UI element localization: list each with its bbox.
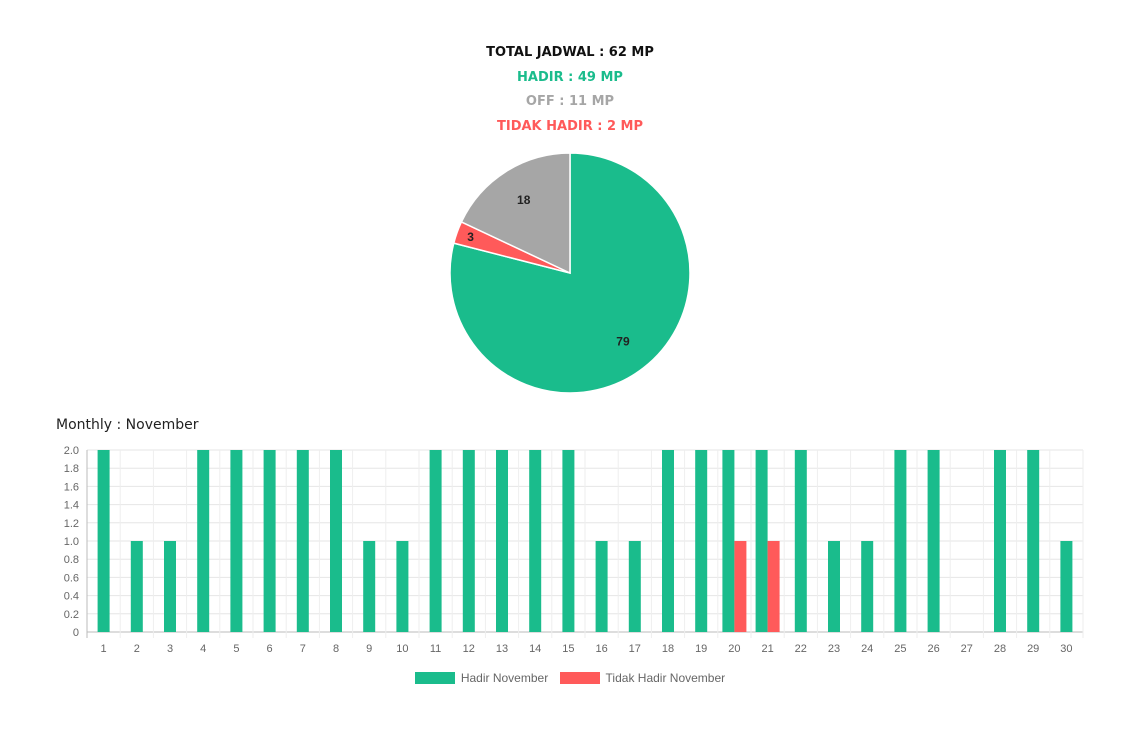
bar-hadir-16[interactable] [595, 541, 608, 632]
x-tick-label: 21 [761, 643, 773, 655]
x-tick-label: 27 [961, 643, 973, 655]
x-tick-label: 30 [1060, 643, 1072, 655]
monthly-chart-title: Monthly : November [56, 417, 199, 433]
x-tick-label: 16 [595, 643, 607, 655]
bar-hadir-25[interactable] [894, 450, 907, 632]
y-tick-label: 1.4 [64, 500, 79, 512]
bar-hadir-11[interactable] [429, 450, 442, 632]
y-tick-label: 1.0 [64, 536, 79, 548]
y-tick-label: 1.6 [64, 481, 79, 493]
legend-swatch-hadir [414, 672, 455, 685]
bar-hadir-3[interactable] [164, 541, 176, 632]
x-tick-label: 10 [396, 643, 408, 655]
x-tick-label: 5 [233, 643, 239, 655]
bar-hadir-12[interactable] [462, 450, 475, 632]
y-tick-label: 1.2 [64, 518, 79, 530]
bar-hadir-26[interactable] [927, 450, 940, 632]
x-tick-label: 26 [927, 643, 939, 655]
y-tick-label: 0.6 [64, 572, 79, 584]
bar-hadir-4[interactable] [197, 450, 210, 632]
x-tick-label: 11 [430, 643, 441, 655]
bar-hadir-20[interactable] [722, 450, 735, 632]
legend-label-hadir: Hadir November [460, 671, 549, 686]
y-tick-label: 0 [73, 627, 79, 639]
bar-tidak-hadir-20[interactable] [734, 541, 747, 632]
x-tick-label: 25 [894, 643, 906, 655]
bar-hadir-9[interactable] [363, 541, 376, 632]
x-tick-label: 13 [496, 643, 508, 655]
bar-hadir-19[interactable] [695, 450, 708, 632]
bar-hadir-18[interactable] [662, 450, 674, 632]
bar-hadir-17[interactable] [628, 541, 641, 632]
x-tick-label: 17 [629, 643, 641, 655]
pie-label-1: 3 [467, 230, 474, 244]
bar-hadir-15[interactable] [562, 450, 575, 632]
y-tick-label: 0.8 [64, 554, 79, 566]
bar-hadir-29[interactable] [1027, 450, 1040, 632]
x-tick-label: 6 [267, 643, 273, 655]
legend-item-hadir[interactable]: Hadir November [414, 670, 549, 686]
y-tick-label: 1.8 [64, 463, 79, 475]
x-tick-label: 1 [101, 643, 107, 655]
x-tick-label: 24 [861, 643, 873, 655]
x-tick-label: 20 [728, 643, 740, 655]
y-tick-label: 0.4 [64, 591, 79, 603]
x-tick-label: 14 [529, 643, 541, 655]
y-tick-label: 0.2 [64, 609, 79, 621]
bar-hadir-5[interactable] [230, 450, 243, 632]
attendance-pie-chart: 79 3 18 [449, 152, 691, 394]
x-tick-label: 9 [366, 643, 372, 655]
hadir-text: HADIR : 49 MP [517, 70, 623, 85]
y-tick-label: 2.0 [64, 445, 79, 457]
x-tick-label: 3 [167, 643, 173, 655]
bar-hadir-13[interactable] [496, 450, 508, 632]
x-tick-label: 7 [300, 643, 306, 655]
bar-hadir-7[interactable] [296, 450, 309, 632]
bar-hadir-14[interactable] [529, 450, 542, 632]
bar-hadir-22[interactable] [794, 450, 807, 632]
tidak-hadir-text: TIDAK HADIR : 2 MP [496, 119, 644, 134]
bar-hadir-1[interactable] [97, 450, 110, 632]
legend-swatch-tidak-hadir [559, 672, 600, 685]
monthly-bar-chart: 00.20.40.60.81.01.21.41.61.82.01 2 3 4 5 6 7 8 9… [64, 445, 1084, 655]
bar-tidak-hadir-21[interactable] [767, 541, 780, 632]
pie-label-0: 79 [616, 334, 630, 348]
bar-hadir-10[interactable] [396, 541, 409, 632]
x-tick-label: 15 [562, 643, 574, 655]
legend-label-tidak-hadir: Tidak Hadir November [605, 671, 726, 686]
bar-hadir-6[interactable] [263, 450, 276, 632]
off-text: OFF : 11 MP [525, 94, 615, 109]
x-tick-label: 2 [134, 643, 140, 655]
bar-hadir-21[interactable] [755, 450, 768, 632]
x-tick-label: 8 [333, 643, 339, 655]
bar-hadir-24[interactable] [861, 541, 874, 632]
x-tick-label: 23 [828, 643, 840, 655]
x-tick-label: 29 [1027, 643, 1039, 655]
x-tick-label: 12 [463, 643, 475, 655]
bar-hadir-2[interactable] [130, 541, 143, 632]
total-jadwal-text: TOTAL JADWAL : 62 MP [486, 45, 654, 60]
pie-label-2: 18 [517, 193, 531, 207]
legend-item-tidak-hadir[interactable]: Tidak Hadir November [559, 670, 726, 686]
x-tick-label: 18 [662, 643, 674, 655]
bar-legend: Hadir November Tidak Hadir November [0, 670, 1140, 685]
x-tick-label: 19 [695, 643, 707, 655]
x-tick-label: 22 [795, 643, 807, 655]
pie-slice-2[interactable] [460, 152, 571, 275]
x-tick-label: 4 [200, 643, 206, 655]
bar-hadir-30[interactable] [1060, 541, 1073, 632]
x-tick-label: 28 [994, 643, 1006, 655]
bar-hadir-28[interactable] [994, 450, 1006, 632]
bar-hadir-23[interactable] [828, 541, 840, 632]
bar-hadir-8[interactable] [330, 450, 342, 632]
